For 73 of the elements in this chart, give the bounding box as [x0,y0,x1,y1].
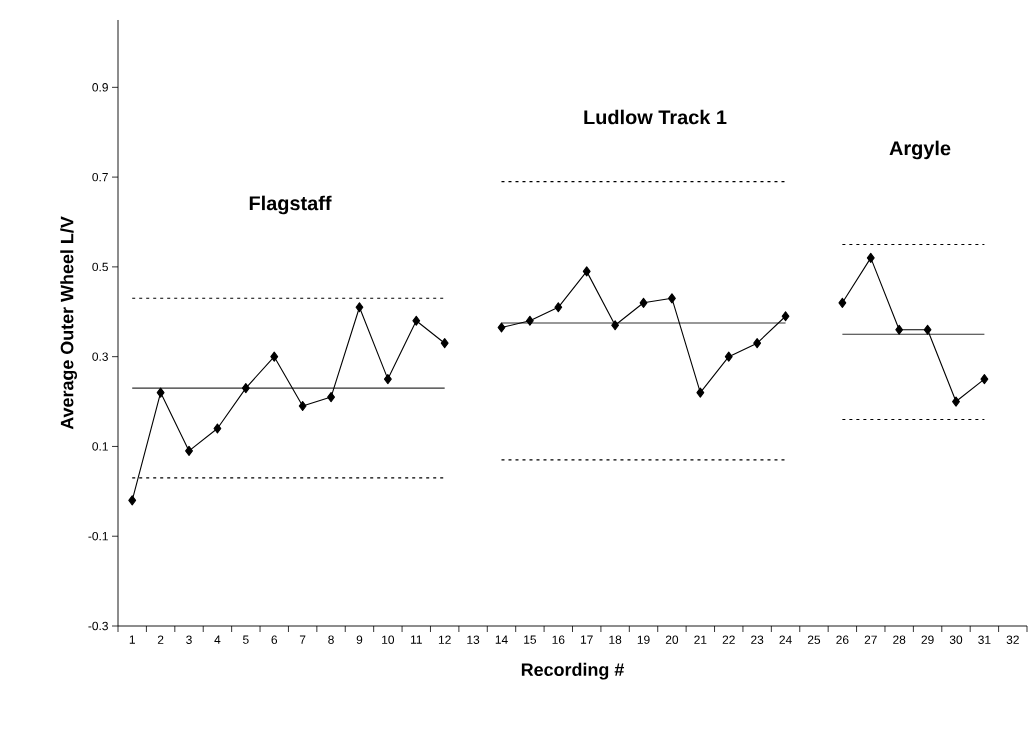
point [611,320,620,331]
point [668,293,676,304]
point [327,392,335,403]
y-tick-label: 0.3 [92,352,108,361]
point [639,297,648,308]
x-tick-label: 14 [495,635,508,644]
x-tick-label: 2 [157,635,164,644]
x-tick-label: 10 [382,635,395,644]
annotation: Flagstaff [249,195,332,215]
point [781,311,790,322]
x-tick-label: 6 [271,635,278,644]
x-tick-label: 1 [129,635,135,644]
x-tick-label: 27 [864,635,877,644]
point [213,423,222,434]
x-tick-label: 28 [893,635,906,644]
point [895,324,904,335]
x-tick-label: 25 [807,635,821,644]
x-tick-label: 18 [609,635,622,644]
point [128,495,137,506]
point [952,396,960,407]
x-tick-label: 26 [836,635,849,644]
point [724,351,733,362]
point [440,338,449,349]
x-tick-label: 13 [467,635,480,644]
x-tick-label: 16 [552,635,565,644]
x-tick-label: 32 [1006,635,1019,644]
point [866,252,875,263]
point [753,338,762,349]
y-axis-title: Average Outer Wheel L/V [60,216,78,430]
x-tick-label: 5 [242,635,249,644]
x-tick-label: 3 [186,635,192,644]
x-tick-label: 20 [665,635,679,644]
y-tick-label: -0.1 [88,531,108,541]
x-tick-label: 29 [921,635,934,644]
x-tick-label: 23 [751,635,764,644]
x-tick-label: 17 [580,635,593,644]
y-tick-label: 0.7 [92,172,108,182]
x-tick-label: 8 [328,635,334,644]
x-axis-title: Recording # [521,662,625,680]
x-tick-label: 7 [299,635,306,644]
x-tick-label: 9 [356,635,363,644]
point [185,445,193,456]
y-tick-label: -0.3 [88,621,108,631]
point [582,266,591,277]
point [838,297,847,308]
y-tick-label: 0.1 [92,442,108,451]
x-tick-label: 21 [694,635,707,644]
point [298,400,307,412]
x-tick-label: 22 [722,635,735,644]
point [355,302,364,313]
x-tick-label: 24 [779,635,792,644]
x-tick-label: 30 [949,635,963,644]
x-tick-label: 15 [524,635,537,644]
point [270,351,279,362]
x-tick-label: 4 [214,635,221,644]
point [554,302,563,313]
point [412,315,421,326]
point [923,324,932,335]
point [525,315,534,326]
x-tick-label: 11 [410,635,422,644]
y-tick-label: 0.9 [92,83,108,92]
x-tick-label: 19 [637,635,650,644]
point [156,387,165,398]
x-tick-label: 31 [978,635,991,644]
point [696,387,705,398]
annotation: Ludlow Track 1 [584,109,727,125]
x-tick-label: 12 [438,635,451,644]
annotation: Argyle [889,140,951,160]
point [980,374,989,385]
y-tick-label: 0.5 [92,262,108,272]
point [497,322,506,333]
point [241,383,250,394]
point [383,374,392,385]
